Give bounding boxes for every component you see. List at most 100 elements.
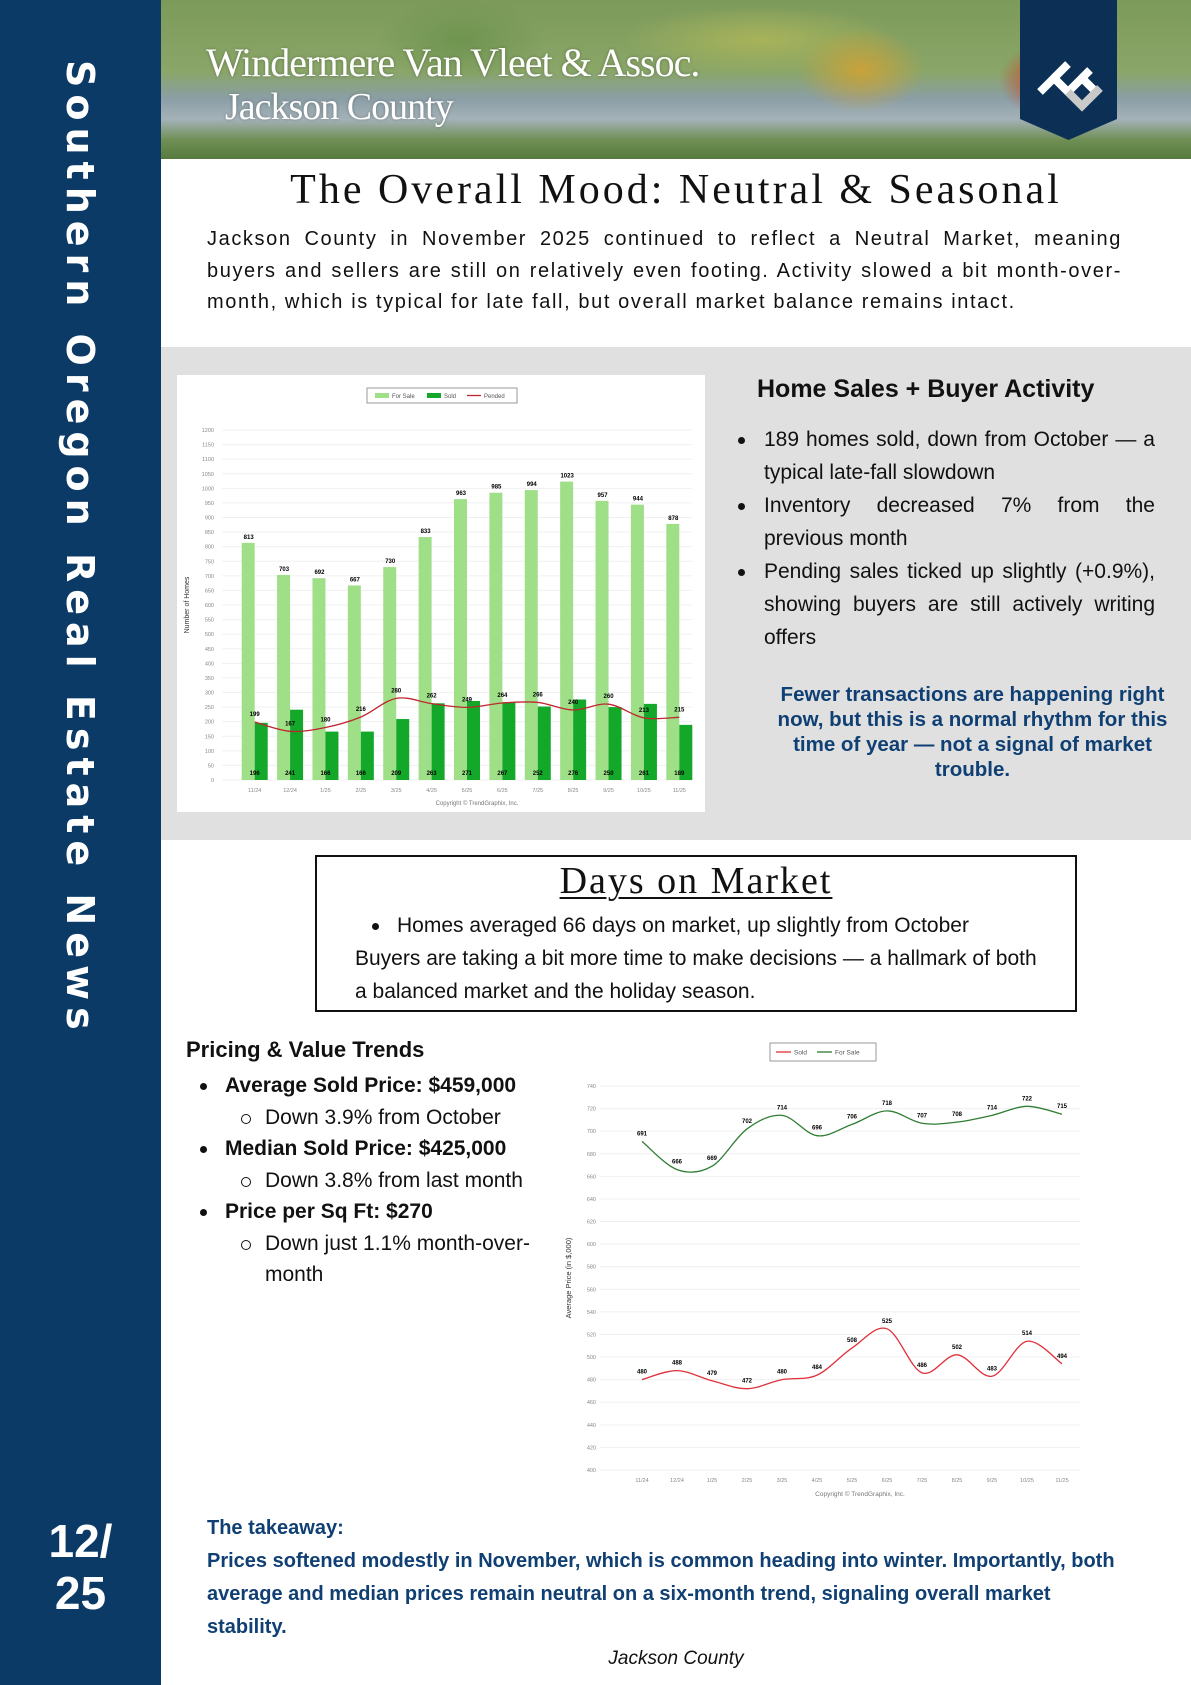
- data-label: 669: [707, 1156, 718, 1162]
- y-tick-label: 900: [205, 516, 214, 522]
- legend-label: For Sale: [835, 1050, 860, 1057]
- y-tick-label: 520: [587, 1332, 596, 1338]
- y-tick-label: 650: [205, 588, 214, 594]
- y-tick-label: 300: [205, 691, 214, 697]
- price-chart: 400 420 440 460 480 500 520 540 560 580 600 620 640 6…: [555, 1040, 1105, 1500]
- sold-data-label: 267: [497, 771, 508, 777]
- y-tick-label: 640: [587, 1197, 596, 1203]
- y-tick-label: 600: [587, 1242, 596, 1248]
- list-item: Inventory decreased 7% from the previous…: [735, 489, 1155, 555]
- for-sale-data-label: 994: [527, 482, 538, 488]
- pricing-item: Price per Sq Ft: $270: [200, 1196, 540, 1228]
- x-tick-label: 9/25: [603, 788, 614, 794]
- bar-sold: [254, 722, 268, 780]
- y-tick-label: 560: [587, 1287, 596, 1293]
- data-label: 525: [882, 1319, 893, 1325]
- bar-sold: [573, 699, 587, 780]
- sold-data-label: 166: [356, 771, 367, 777]
- issue-date: 12/ 25: [0, 1515, 161, 1619]
- x-tick-label: 12/24: [283, 788, 297, 794]
- x-tick-label: 10/25: [637, 788, 651, 794]
- data-label: 702: [742, 1119, 753, 1125]
- section-title-mood: The Overall Mood: Neutral & Seasonal: [290, 167, 1062, 213]
- bar-for-sale: [560, 481, 574, 780]
- pricing-list: Average Sold Price: $459,000 Down 3.9% f…: [200, 1070, 540, 1291]
- for-sale-data-label: 692: [314, 570, 325, 576]
- newsletter-title: Southern Oregon Real Estate News: [58, 60, 102, 1037]
- x-tick-label: 9/25: [987, 1478, 998, 1484]
- bar-sold: [396, 719, 410, 780]
- for-sale-data-label: 957: [598, 493, 609, 499]
- pricing-subitem: Down 3.9% from October: [200, 1102, 540, 1134]
- for-sale-data-label: 667: [350, 577, 361, 583]
- y-tick-label: 460: [587, 1400, 596, 1406]
- series-line: [641, 1327, 1063, 1390]
- homes-chart: 0 50 100 150 200 250 300 350 400 450 500 550 600 650 7…: [177, 375, 705, 812]
- y-tick-label: 500: [587, 1355, 596, 1361]
- sidebar: Southern Oregon Real Estate News 12/ 25: [0, 0, 161, 1685]
- sales-bullets: 189 homes sold, down from October — a ty…: [735, 423, 1155, 654]
- sold-data-label: 241: [285, 771, 296, 777]
- legend-label: Sold: [444, 394, 456, 400]
- for-sale-data-label: 813: [244, 535, 255, 541]
- y-tick-label: 700: [587, 1129, 596, 1135]
- bar-sold: [290, 709, 304, 780]
- data-label: 494: [1057, 1354, 1068, 1360]
- legend-box: [366, 387, 518, 404]
- x-tick-label: 11/24: [248, 788, 261, 794]
- x-tick-label: 3/25: [391, 788, 402, 794]
- data-label: 708: [952, 1112, 963, 1118]
- pricing-heading: Pricing & Value Trends: [186, 1037, 425, 1062]
- x-tick-label: 3/25: [777, 1478, 788, 1484]
- sold-data-label: 209: [391, 771, 402, 777]
- bar-for-sale: [347, 585, 361, 780]
- x-tick-label: 6/25: [497, 788, 508, 794]
- legend-label: Sold: [794, 1050, 807, 1057]
- y-tick-label: 420: [587, 1445, 596, 1451]
- for-sale-data-label: 944: [633, 497, 644, 503]
- y-tick-label: 150: [205, 734, 214, 740]
- data-label: 696: [812, 1126, 823, 1132]
- y-tick-label: 750: [205, 559, 214, 565]
- y-tick-label: 550: [205, 618, 214, 624]
- y-tick-label: 350: [205, 676, 214, 682]
- issue-month: 12/: [48, 1515, 113, 1567]
- pended-line: [254, 697, 680, 733]
- bar-for-sale: [630, 504, 644, 780]
- y-tick-label: 720: [587, 1107, 596, 1113]
- legend-label: Pended: [484, 394, 505, 400]
- pended-data-label: 199: [250, 712, 261, 718]
- y-tick-label: 0: [211, 778, 214, 784]
- data-label: 488: [672, 1361, 683, 1367]
- sold-data-label: 271: [462, 771, 473, 777]
- data-label: 480: [637, 1370, 648, 1376]
- y-tick-label: 1000: [202, 486, 214, 492]
- x-tick-label: 1/25: [320, 788, 331, 794]
- pricing-subitem: Down just 1.1% month-over-month: [200, 1228, 540, 1291]
- pended-data-label: 213: [639, 708, 650, 714]
- y-tick-label: 800: [205, 545, 214, 551]
- sold-data-label: 263: [427, 771, 438, 777]
- data-label: 479: [707, 1371, 718, 1377]
- homes-bar-chart: 0 50 100 150 200 250 300 350 400 450 500 550 600 650 7…: [184, 387, 693, 807]
- pricing-subitem: Down 3.8% from last month: [200, 1165, 540, 1197]
- legend-swatch-sold: [427, 393, 441, 398]
- bar-sold: [431, 703, 445, 780]
- y-tick-label: 660: [587, 1174, 596, 1180]
- data-label: 714: [987, 1105, 998, 1111]
- takeaway: The takeaway: Prices softened modestly i…: [207, 1512, 1127, 1644]
- price-line-chart: 400 420 440 460 480 500 520 540 560 580 600 620 640 6…: [564, 1042, 1080, 1498]
- data-label: 514: [1022, 1331, 1033, 1337]
- sales-heading: Home Sales + Buyer Activity: [757, 375, 1095, 403]
- pended-data-label: 262: [427, 694, 438, 700]
- bar-sold: [643, 703, 657, 780]
- data-label: 706: [847, 1114, 858, 1120]
- bar-sold: [537, 706, 551, 780]
- sold-data-label: 276: [568, 771, 579, 777]
- y-tick-label: 1050: [202, 472, 214, 478]
- bar-sold: [679, 724, 693, 780]
- legend-label: For Sale: [392, 394, 415, 400]
- for-sale-data-label: 878: [668, 516, 679, 522]
- pended-data-label: 264: [497, 693, 508, 699]
- x-tick-label: 4/25: [812, 1478, 823, 1484]
